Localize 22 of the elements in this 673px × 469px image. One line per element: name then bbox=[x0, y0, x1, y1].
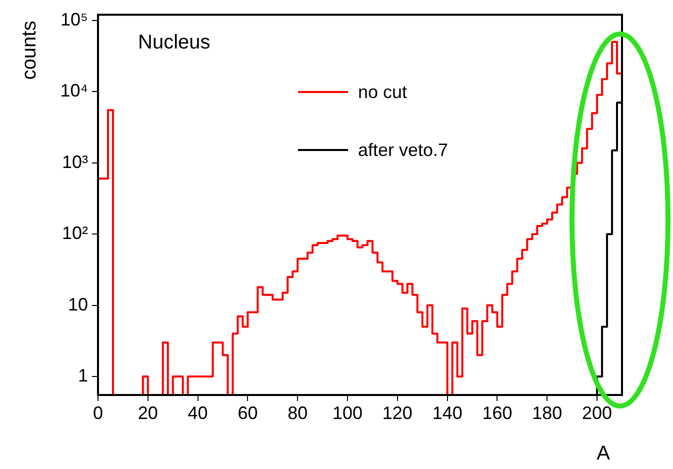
y-tick-label: 10⁴ bbox=[60, 80, 88, 101]
y-tick-label: 10² bbox=[62, 223, 88, 244]
x-tick-label: 0 bbox=[92, 402, 104, 423]
x-tick-label: 40 bbox=[188, 402, 208, 423]
y-axis-title: counts bbox=[18, 20, 41, 80]
x-tick-label: 200 bbox=[582, 402, 612, 423]
x-tick-label: 80 bbox=[288, 402, 308, 423]
x-tick-label: 100 bbox=[332, 402, 363, 423]
x-tick-label: 180 bbox=[532, 402, 562, 423]
legend-label: after veto.7 bbox=[358, 140, 448, 160]
y-tick-label: 1 bbox=[78, 365, 88, 386]
x-tick-label: 140 bbox=[432, 402, 462, 423]
y-tick-label: 10 bbox=[68, 294, 88, 314]
legend-label: no cut bbox=[358, 82, 408, 102]
x-tick-label: 160 bbox=[482, 402, 512, 423]
x-axis-title: A bbox=[596, 442, 611, 465]
annotation: Nucleus bbox=[138, 31, 210, 54]
y-tick-label: 10³ bbox=[62, 152, 88, 172]
x-tick-label: 120 bbox=[382, 402, 412, 423]
x-tick-label: 20 bbox=[138, 402, 158, 423]
y-tick-label: 10⁵ bbox=[60, 9, 88, 30]
x-tick-label: 60 bbox=[238, 402, 258, 423]
